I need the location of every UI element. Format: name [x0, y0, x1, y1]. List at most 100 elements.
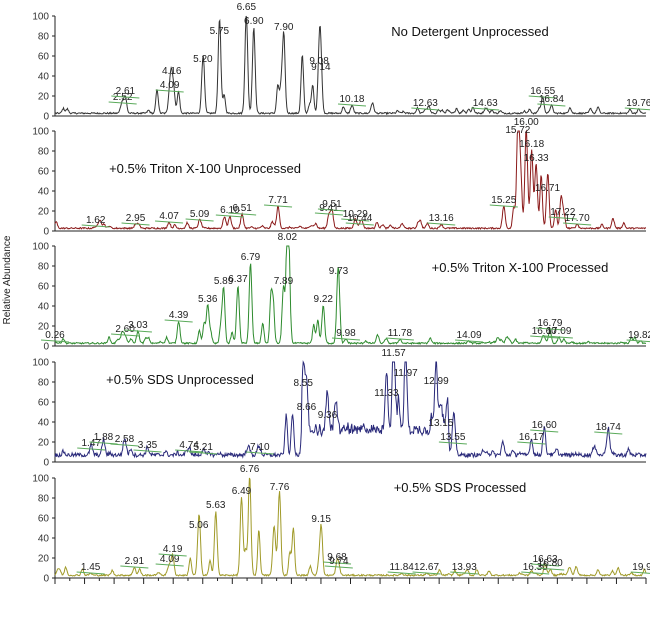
- peak-label: 5.63: [206, 500, 226, 511]
- peak-leader: [548, 216, 577, 220]
- peak-label: 10.44: [347, 213, 372, 224]
- peak-leader: [40, 339, 70, 343]
- panel-3: 0 20 40 60 80 100 0.26 2.603.03 4.39 5.36 5.896.37…: [32, 232, 650, 353]
- y-tick-label: 100: [32, 358, 49, 369]
- y-tick-label: 20: [38, 92, 50, 103]
- peak-label: 2.58: [115, 434, 135, 445]
- peak-label: 11.78: [388, 328, 413, 339]
- peak-label: 9.51: [322, 199, 342, 210]
- peak-leader: [489, 204, 518, 208]
- peak-label: 7.10: [250, 442, 270, 453]
- peak-leader: [528, 95, 557, 99]
- y-tick-label: 40: [38, 302, 50, 313]
- peak-leader: [111, 333, 140, 337]
- peak-label: 19.96: [632, 562, 650, 573]
- peak-leader: [563, 222, 592, 226]
- peak-label: 9.36: [318, 410, 338, 421]
- peak-label: 19.82: [628, 330, 650, 341]
- trace-line: [54, 477, 647, 578]
- y-tick-label: 20: [38, 207, 50, 218]
- peak-label: 16.18: [519, 139, 544, 150]
- peak-leader: [133, 449, 162, 453]
- peak-label: 6.37: [228, 274, 248, 285]
- peak-leader: [264, 204, 293, 208]
- peak-leader: [245, 451, 274, 455]
- y-tick-label: 60: [38, 167, 50, 178]
- peak-label: 7.89: [274, 276, 294, 287]
- y-tick-label: 0: [43, 227, 49, 238]
- peak-label: 3.03: [128, 320, 148, 331]
- peak-label: 9.74: [329, 556, 349, 567]
- trace-line: [54, 245, 647, 346]
- y-tick-label: 40: [38, 534, 50, 545]
- peak-label: 9.41: [319, 203, 339, 214]
- peak-leader: [517, 441, 546, 445]
- peak-leader: [544, 335, 573, 339]
- peak-leader: [121, 222, 150, 226]
- y-tick-label: 80: [38, 147, 50, 158]
- panel-title: +0.5% SDS Processed: [394, 480, 527, 495]
- trace-line: [54, 360, 647, 459]
- peak-label: 2.91: [125, 556, 145, 567]
- peak-label: 7.90: [274, 22, 294, 33]
- peak-leader: [531, 563, 560, 567]
- panel-title: +0.5% Triton X-100 Processed: [432, 260, 609, 275]
- y-tick-label: 0: [43, 112, 49, 123]
- peak-leader: [594, 431, 623, 435]
- peak-label: 16.00: [514, 117, 539, 128]
- peak-label: 8.02: [278, 232, 298, 243]
- y-tick-label: 40: [38, 187, 50, 198]
- peak-label: 9.15: [311, 514, 331, 525]
- peak-label: 16.84: [539, 94, 564, 105]
- peak-label: 16.17: [519, 432, 544, 443]
- y-tick-label: 0: [43, 458, 49, 469]
- y-tick-label: 60: [38, 398, 50, 409]
- peak-leader: [228, 212, 257, 216]
- peak-label: 5.21: [193, 442, 213, 453]
- panels-group: 0 20 40 60 80 100 2.522.61 4.09 4.16 5.20 5.75 6.65…: [32, 2, 650, 585]
- y-tick-label: 80: [38, 262, 50, 273]
- peak-label: 4.39: [169, 310, 189, 321]
- peak-leader: [77, 447, 106, 451]
- peak-label: 2.52: [113, 92, 133, 103]
- peak-label: 9.22: [314, 294, 334, 305]
- peak-leader: [450, 571, 479, 575]
- y-tick-label: 80: [38, 378, 50, 389]
- peak-label: 9.98: [336, 328, 356, 339]
- peak-leader: [155, 563, 184, 567]
- y-tick-label: 100: [32, 242, 49, 253]
- peak-label: 14.09: [457, 330, 482, 341]
- peak-label: 13.93: [452, 562, 477, 573]
- peak-leader: [337, 103, 367, 107]
- peak-leader: [535, 327, 564, 331]
- x-axis: [54, 578, 647, 584]
- peak-label: 15.72: [505, 125, 530, 136]
- peak-leader: [387, 571, 416, 575]
- peak-leader: [438, 441, 467, 445]
- y-tick-label: 0: [43, 574, 49, 585]
- panel-title: +0.5% Triton X-100 Unprocessed: [109, 161, 301, 176]
- peak-leader: [175, 449, 204, 453]
- y-tick-label: 0: [43, 342, 49, 353]
- peak-label: 5.89: [214, 276, 234, 287]
- peak-leader: [385, 337, 414, 341]
- peak-label: 16.30: [523, 562, 548, 573]
- peak-label: 16.33: [524, 153, 549, 164]
- trace-line: [54, 15, 647, 116]
- peak-label: 1.62: [86, 215, 106, 226]
- peak-leader: [108, 101, 137, 105]
- y-tick-label: 20: [38, 322, 50, 333]
- peak-leader: [624, 107, 650, 111]
- peak-leader: [158, 553, 187, 557]
- y-tick-label: 100: [32, 474, 49, 485]
- peak-label: 9.73: [329, 266, 349, 277]
- y-tick-label: 40: [38, 418, 50, 429]
- peak-leader: [120, 565, 149, 569]
- peak-leader: [155, 89, 184, 93]
- panel-2: 0 20 40 60 80 100 1.62 2.95 4.07 5.09 6.106.51 7.71…: [32, 117, 647, 238]
- peak-leader: [427, 222, 456, 226]
- peak-label: 5.09: [190, 209, 210, 220]
- peak-leader: [530, 429, 559, 433]
- peak-label: 4.19: [163, 544, 183, 555]
